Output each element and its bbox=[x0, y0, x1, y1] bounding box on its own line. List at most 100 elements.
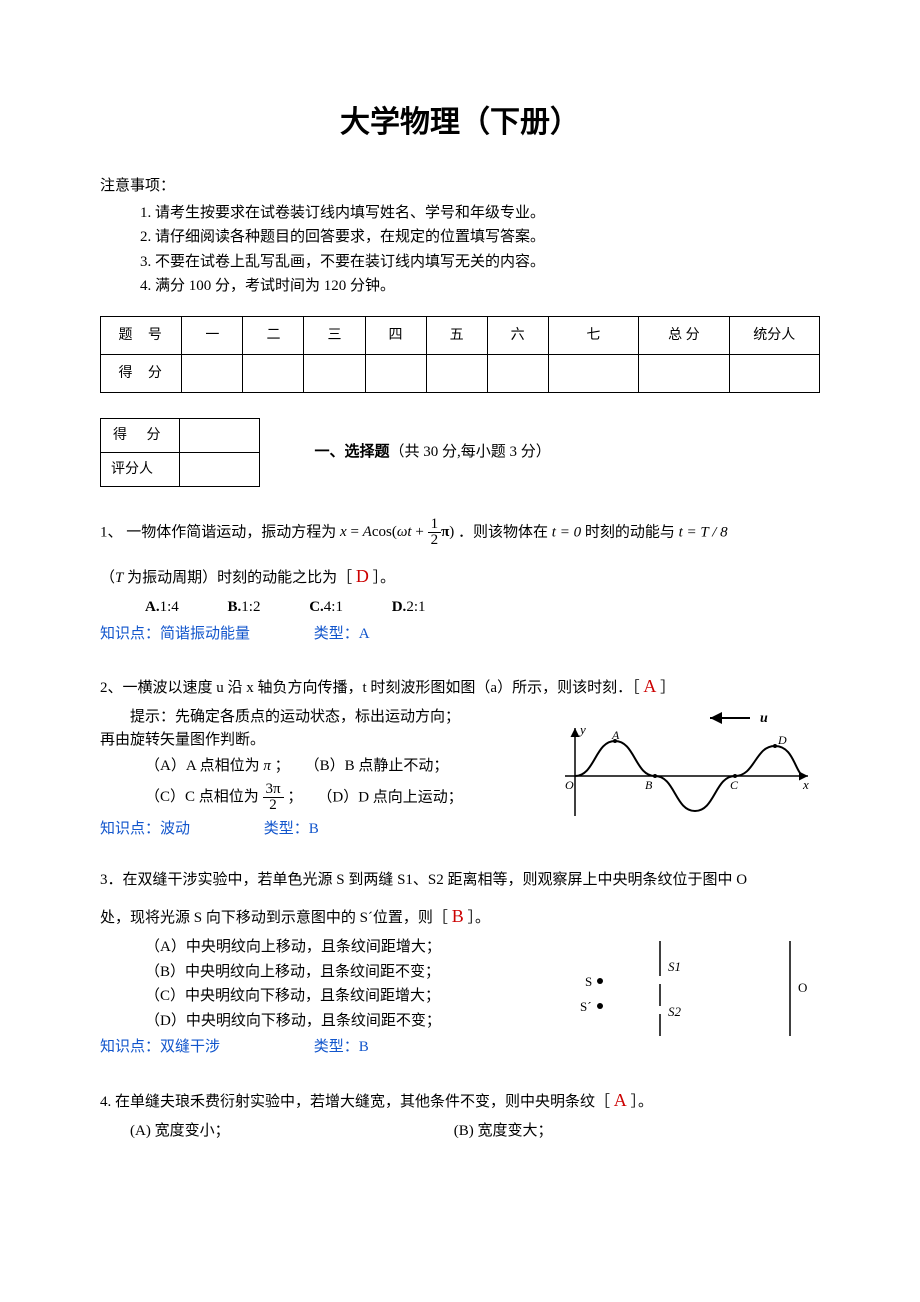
svg-text:C: C bbox=[730, 778, 739, 792]
q2-stem: 2、一横波以速度 u 沿 x 轴负方向传播，t 时刻波形图如图（a）所示，则该时… bbox=[100, 673, 820, 700]
svg-text:x: x bbox=[802, 777, 809, 792]
svg-text:B: B bbox=[645, 778, 653, 792]
q1-eq: x = Acos(ωt + 12π) bbox=[340, 524, 454, 540]
q2-options: （A）A 点相位为 π ； （B）B 点静止不动； （C）C 点相位为 3π2 … bbox=[145, 755, 535, 814]
question-1: 1、 一物体作简谐运动，振动方程为 x = Acos(ωt + 12π) ．则该… bbox=[100, 517, 820, 646]
q3-kp-row: 知识点：双缝干涉 类型：B bbox=[100, 1036, 545, 1059]
notice-item: 2. 请仔细阅读各种题目的回答要求，在规定的位置填写答案。 bbox=[140, 226, 820, 249]
score-cell bbox=[639, 354, 729, 392]
scorebox-label: 评分人 bbox=[101, 452, 180, 486]
q3-answer: B bbox=[452, 906, 464, 926]
score-cell bbox=[304, 354, 365, 392]
page-title: 大学物理（下册） bbox=[100, 100, 820, 145]
q2-opt-b: （B）B 点静止不动； bbox=[312, 758, 448, 774]
q3-kp: 知识点：双缝干涉 bbox=[100, 1036, 310, 1059]
question-4: 4. 在单缝夫琅禾费衍射实验中，若增大缝宽，其他条件不变，则中央明条纹［ A ］… bbox=[100, 1087, 820, 1143]
question-2: 2、一横波以速度 u 沿 x 轴负方向传播，t 时刻波形图如图（a）所示，则该时… bbox=[100, 673, 820, 841]
score-col: 六 bbox=[487, 316, 548, 354]
notice-item: 4. 满分 100 分，考试时间为 120 分钟。 bbox=[140, 275, 820, 298]
section-scorebox: 得 分 评分人 bbox=[100, 418, 260, 487]
notice-header: 注意事项： bbox=[100, 175, 820, 198]
q1-options: A.1:4 B.1:2 C.4:1 D.2:1 bbox=[145, 596, 820, 619]
q3-stem1: 3．在双缝干涉实验中，若单色光源 S 到两缝 S1、S2 距离相等，则观察屏上中… bbox=[100, 869, 820, 892]
q2-answer: A bbox=[643, 676, 656, 696]
scorebox-cell bbox=[179, 418, 259, 452]
q1-mid2: 时刻的动能与 bbox=[581, 524, 679, 540]
score-table: 题 号 一 二 三 四 五 六 七 总 分 统分人 得 分 bbox=[100, 316, 820, 393]
q4-options: (A) 宽度变小； (B) 宽度变大； bbox=[130, 1120, 820, 1143]
q3-slit-figure: S S´ S1 S2 O bbox=[560, 936, 820, 1059]
section-title-rest: （共 30 分,每小题 3 分） bbox=[390, 444, 551, 460]
q3-opt-b: （B）中央明纹向上移动，且条纹间距不变； bbox=[145, 961, 545, 984]
score-col: 二 bbox=[243, 316, 304, 354]
score-cell bbox=[365, 354, 426, 392]
score-cell bbox=[548, 354, 638, 392]
q1-type: 类型：A bbox=[314, 626, 370, 642]
question-3: 3．在双缝干涉实验中，若单色光源 S 到两缝 S1、S2 距离相等，则观察屏上中… bbox=[100, 869, 820, 1059]
score-cell bbox=[182, 354, 243, 392]
section-title: 一、选择题（共 30 分,每小题 3 分） bbox=[315, 441, 551, 464]
svg-text:y: y bbox=[578, 722, 586, 737]
q2-hint1: 提示：先确定各质点的运动状态，标出运动方向； bbox=[100, 706, 535, 729]
score-col: 一 bbox=[182, 316, 243, 354]
section-title-bold: 一、选择题 bbox=[315, 444, 390, 460]
q4-opt-b: (B) 宽度变大； bbox=[454, 1123, 553, 1139]
scorebox-cell bbox=[179, 452, 259, 486]
q2-opt-c: （C）C 点相位为 3π2 ； bbox=[145, 789, 295, 805]
q2-opt-a: （A）A 点相位为 π ； bbox=[145, 758, 282, 774]
svg-text:O: O bbox=[565, 778, 574, 792]
svg-text:S1: S1 bbox=[668, 959, 681, 974]
svg-text:S: S bbox=[585, 974, 592, 989]
q1-prefix: 1、 一物体作简谐运动，振动方程为 bbox=[100, 524, 340, 540]
q2-hint2: 再由旋转矢量图作判断。 bbox=[100, 729, 535, 752]
q3-options: （A）中央明纹向上移动，且条纹间距增大； （B）中央明纹向上移动，且条纹间距不变… bbox=[145, 936, 545, 1032]
q1-answer: D bbox=[356, 566, 369, 586]
q1-stem-line2: （T 为振动周期）时刻的动能之比为［ D ］。 bbox=[100, 563, 820, 590]
q2-type: 类型：B bbox=[264, 821, 319, 837]
score-row-label: 题 号 bbox=[101, 316, 182, 354]
score-col: 四 bbox=[365, 316, 426, 354]
notice-item: 3. 不要在试卷上乱写乱画，不要在装订线内填写无关的内容。 bbox=[140, 251, 820, 274]
svg-text:u: u bbox=[760, 711, 768, 726]
q1-opt-d: D.2:1 bbox=[392, 596, 426, 619]
q1-stem-line1: 1、 一物体作简谐运动，振动方程为 x = Acos(ωt + 12π) ．则该… bbox=[100, 517, 820, 550]
q1-t8: t = T / 8 bbox=[679, 524, 728, 540]
q3-stem2: 处，现将光源 S 向下移动到示意图中的 S´位置，则［ B ］。 bbox=[100, 903, 820, 930]
svg-text:O: O bbox=[798, 980, 807, 995]
score-col: 五 bbox=[426, 316, 487, 354]
q2-opt-d: （D）D 点向上运动； bbox=[325, 789, 463, 805]
score-col: 七 bbox=[548, 316, 638, 354]
svg-text:S2: S2 bbox=[668, 1004, 682, 1019]
notice-list: 1. 请考生按要求在试卷装订线内填写姓名、学号和年级专业。 2. 请仔细阅读各种… bbox=[140, 202, 820, 298]
score-cell bbox=[243, 354, 304, 392]
q1-kp: 知识点：简谐振动能量 bbox=[100, 623, 310, 646]
q1-kp-row: 知识点：简谐振动能量 类型：A bbox=[100, 623, 820, 646]
score-col: 统分人 bbox=[729, 316, 819, 354]
svg-text:D: D bbox=[777, 733, 787, 747]
score-col: 总 分 bbox=[639, 316, 729, 354]
q2-kp-row: 知识点：波动 类型：B bbox=[100, 818, 535, 841]
q4-answer: A bbox=[614, 1090, 627, 1110]
q2-kp: 知识点：波动 bbox=[100, 818, 260, 841]
q1-opt-b: B.1:2 bbox=[228, 596, 261, 619]
q3-opt-d: （D）中央明纹向下移动，且条纹间距不变； bbox=[145, 1010, 545, 1033]
q4-opt-a: (A) 宽度变小； bbox=[130, 1120, 450, 1143]
svg-text:S´: S´ bbox=[580, 999, 592, 1014]
q3-opt-a: （A）中央明纹向上移动，且条纹间距增大； bbox=[145, 936, 545, 959]
score-cell bbox=[426, 354, 487, 392]
scorebox-label: 得 分 bbox=[101, 418, 180, 452]
score-cell bbox=[729, 354, 819, 392]
score-col: 三 bbox=[304, 316, 365, 354]
q2-wave-figure: u y A O B C D x bbox=[550, 706, 820, 841]
score-row-label: 得 分 bbox=[101, 354, 182, 392]
notice-item: 1. 请考生按要求在试卷装订线内填写姓名、学号和年级专业。 bbox=[140, 202, 820, 225]
q1-mid: ．则该物体在 bbox=[458, 524, 552, 540]
q1-opt-c: C.4:1 bbox=[309, 596, 343, 619]
q3-opt-c: （C）中央明纹向下移动，且条纹间距增大； bbox=[145, 985, 545, 1008]
score-cell bbox=[487, 354, 548, 392]
q3-type: 类型：B bbox=[314, 1039, 369, 1055]
q4-stem: 4. 在单缝夫琅禾费衍射实验中，若增大缝宽，其他条件不变，则中央明条纹［ A ］… bbox=[100, 1087, 820, 1114]
q1-opt-a: A.1:4 bbox=[145, 596, 179, 619]
q1-t0: t = 0 bbox=[552, 524, 581, 540]
section-header-row: 得 分 评分人 一、选择题（共 30 分,每小题 3 分） bbox=[100, 418, 820, 487]
